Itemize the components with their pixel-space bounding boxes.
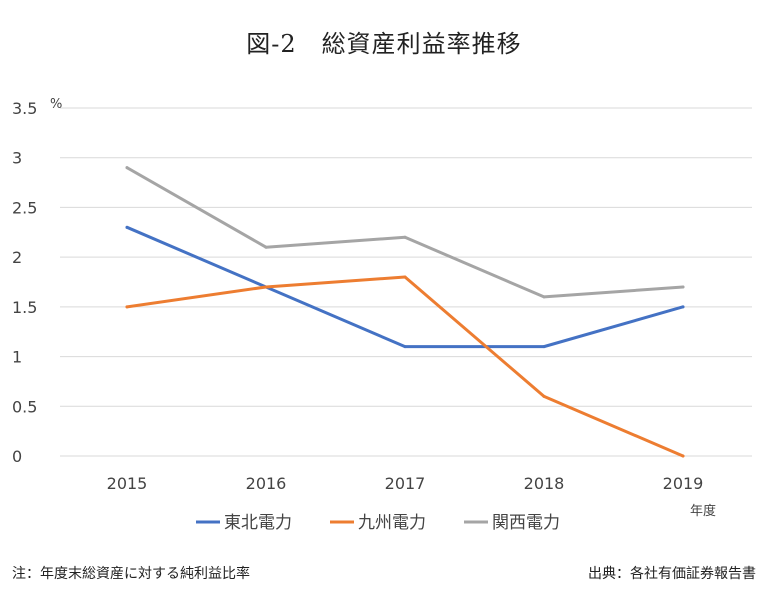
data-point	[681, 285, 685, 289]
series-line-0	[125, 225, 685, 349]
data-point	[264, 285, 268, 289]
y-tick-label: 1.5	[12, 298, 37, 317]
legend: 東北電力 九州電力 関西電力	[196, 513, 560, 533]
x-tick-label: 2016	[246, 474, 287, 493]
footnote: 注：年度末総資産に対する純利益比率	[12, 566, 250, 582]
series-line-1	[125, 275, 685, 458]
data-point	[125, 225, 129, 229]
series-lines	[125, 166, 685, 458]
x-axis-tick-labels: 2015 2016 2017 2018 2019	[107, 474, 704, 493]
data-point	[542, 394, 546, 398]
data-point	[403, 345, 407, 349]
x-tick-label: 2015	[107, 474, 148, 493]
legend-label: 東北電力	[224, 513, 292, 533]
x-tick-label: 2017	[385, 474, 426, 493]
gridlines	[60, 107, 752, 457]
data-point	[125, 305, 129, 309]
y-tick-label: 2.5	[12, 198, 37, 217]
y-tick-label: 3	[12, 149, 22, 168]
legend-label: 関西電力	[492, 513, 560, 533]
y-tick-label: 1	[12, 348, 22, 367]
y-tick-label: 3.5	[12, 99, 37, 118]
data-point	[403, 275, 407, 279]
x-tick-label: 2018	[524, 474, 565, 493]
data-point	[125, 166, 129, 170]
data-point	[681, 305, 685, 309]
data-point	[681, 454, 685, 458]
data-point	[264, 245, 268, 249]
data-point	[542, 345, 546, 349]
data-point	[542, 295, 546, 299]
y-axis-tick-labels: 0 0.5 1 1.5 2 2.5 3 3.5	[12, 99, 37, 466]
data-point	[403, 235, 407, 239]
y-tick-label: 0	[12, 447, 22, 466]
chart-title: 図-2 総資産利益率推移	[246, 30, 522, 58]
y-axis-unit: %	[50, 97, 62, 112]
y-tick-label: 2	[12, 248, 22, 267]
y-tick-label: 0.5	[12, 397, 37, 416]
source-note: 出典：各社有価証券報告書	[588, 566, 756, 582]
legend-label: 九州電力	[358, 513, 426, 533]
x-axis-unit: 年度	[690, 503, 716, 519]
x-tick-label: 2019	[663, 474, 704, 493]
